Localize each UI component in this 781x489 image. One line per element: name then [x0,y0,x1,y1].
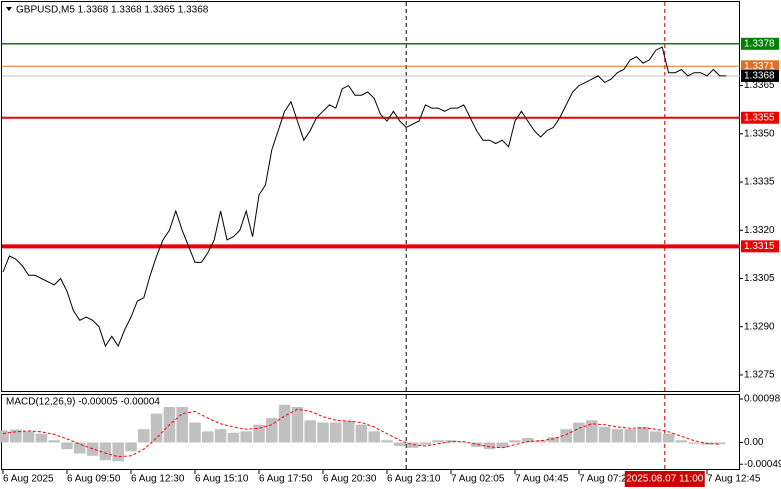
level-label-box [741,240,779,253]
chart-title: GBPUSD,M5 1.3368 1.3368 1.3365 1.3368 [16,5,209,16]
macd-bar [176,406,188,443]
macd-bar [573,422,585,443]
macd-bar [534,440,547,443]
macd-bar [291,406,304,443]
y-tick-label: -0.00049 [744,459,781,470]
level-label: 1.3371 [744,61,775,72]
macd-bar [202,431,214,443]
y-tick-label: 1.3305 [744,273,775,284]
macd-bar [470,442,483,447]
macd-bar [253,424,265,443]
macd-bar [304,420,316,443]
cursor-time-box [624,471,705,487]
last-price-box [741,69,779,82]
y-tick-label: 1.3335 [744,177,775,188]
macd-bar [662,433,675,443]
y-tick-label: 1.3365 [744,80,775,91]
macd-bar [266,418,278,443]
macd-bar [125,442,137,452]
macd-bar [74,442,86,454]
macd-bar [522,438,534,443]
macd-bar [458,442,470,443]
macd-bar [381,440,393,443]
x-tick-label: 6 Aug 23:10 [387,474,441,485]
macd-bar [598,426,611,443]
macd-bar [227,432,240,443]
macd-bar [35,433,48,443]
macd-bar [509,440,521,443]
macd-bar [138,429,150,443]
x-tick-label: 6 Aug 20:30 [323,474,377,485]
symbol-icon [6,7,12,11]
macd-bar [10,429,22,443]
macd-bar [547,437,560,443]
macd-bar [112,442,124,462]
macd-bar [355,424,368,443]
y-tick-label: 1.3290 [744,321,775,332]
macd-bar [637,426,649,443]
cursor-time-label: 2025.08.07 11:00 [626,474,704,485]
y-tick-label: 1.3320 [744,225,775,236]
macd-bar [496,442,508,448]
y-tick-label: 1.3275 [744,370,775,381]
x-tick-label: 6 Aug 17:50 [259,474,313,485]
macd-bar [189,422,201,443]
x-tick-label: 7 Aug 04:45 [515,474,569,485]
macd-bar [61,442,73,450]
macd-bar [342,421,355,443]
macd-bar [419,442,432,445]
macd-bar [650,431,662,443]
x-tick-label: 7 Aug 12:45 [707,474,761,485]
level-label-box [741,111,779,124]
macd-bar [394,442,406,447]
macd-bar [48,440,60,443]
macd-bar [483,442,496,450]
macd-bar [317,422,329,443]
y-tick-label: 1.3350 [744,128,775,139]
y-tick-label: 0.00098 [744,394,781,405]
x-tick-label: 6 Aug 09:50 [67,474,121,485]
signal-line [2,408,720,458]
macd-bar [278,404,291,443]
x-tick-label: 6 Aug 12:30 [131,474,185,485]
macd-bar [99,442,112,461]
level-label-box [741,37,779,50]
macd-bar [0,430,9,443]
price-line [2,46,727,348]
x-tick-label: 6 Aug 15:10 [195,474,249,485]
y-tick-label: 0.00 [744,437,764,448]
level-label: 1.3355 [744,112,775,123]
macd-bar [624,429,636,443]
macd-bar [330,422,342,443]
macd-bar [432,440,444,443]
price-panel [1,1,740,392]
macd-title: MACD(12,26,9) -0.00005 -0.00004 [6,397,160,408]
macd-bar [240,431,252,443]
last-price-label: 1.3368 [744,71,775,82]
macd-bar [586,420,598,443]
macd-bar [406,442,419,448]
macd-bar [688,442,700,444]
level-label: 1.3315 [744,241,775,252]
x-tick-label: 7 Aug 07:25 [579,474,633,485]
macd-bar [714,442,726,445]
macd-bar [445,440,457,443]
macd-bar [560,429,572,443]
macd-bar [675,440,688,443]
macd-bar [150,413,163,443]
level-label: 1.3378 [744,38,775,49]
macd-bar [22,431,35,443]
level-label-box [741,60,779,73]
macd-bar [214,429,227,443]
macd-bar [368,431,380,443]
x-tick-label: 7 Aug 02:05 [451,474,505,485]
macd-bar [611,429,624,443]
x-tick-label: 6 Aug 2025 [3,474,54,485]
